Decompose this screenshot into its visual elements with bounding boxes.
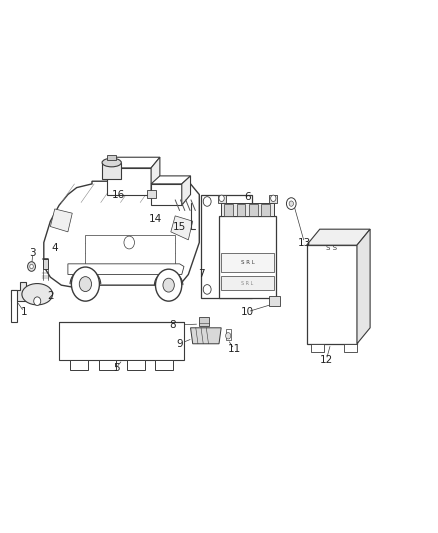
Text: 11: 11 [228, 344, 241, 354]
Text: 10: 10 [241, 307, 254, 317]
Circle shape [79, 277, 92, 292]
Polygon shape [182, 176, 191, 205]
Text: 15: 15 [173, 222, 186, 231]
Text: 16: 16 [112, 190, 125, 199]
Polygon shape [107, 168, 151, 195]
Text: 4: 4 [51, 243, 58, 253]
Bar [269, 296, 280, 306]
Polygon shape [102, 163, 121, 179]
Circle shape [203, 285, 211, 294]
Text: 13: 13 [298, 238, 311, 247]
Text: 2: 2 [47, 291, 54, 301]
Polygon shape [269, 195, 277, 203]
Bar [147, 190, 156, 198]
Polygon shape [191, 328, 221, 344]
Bar [307, 245, 357, 344]
Polygon shape [50, 209, 72, 232]
Polygon shape [151, 184, 182, 205]
Text: 3: 3 [29, 248, 36, 258]
Text: 7: 7 [198, 270, 205, 279]
Bar [99, 360, 116, 370]
Text: 5: 5 [113, 363, 120, 373]
Text: 8: 8 [170, 320, 177, 330]
Text: S R L: S R L [240, 260, 254, 265]
Text: 1: 1 [21, 307, 28, 317]
Bar [199, 317, 209, 326]
Text: S R L: S R L [241, 280, 254, 286]
Bar [43, 259, 48, 269]
Bar [70, 360, 88, 370]
Polygon shape [344, 344, 357, 352]
Circle shape [163, 278, 174, 292]
Polygon shape [307, 229, 370, 245]
Bar [237, 204, 245, 216]
Polygon shape [218, 195, 226, 203]
Polygon shape [11, 282, 26, 301]
Polygon shape [171, 216, 193, 240]
Circle shape [34, 297, 41, 305]
Bar [261, 204, 270, 216]
Bar [221, 253, 274, 272]
Bar [221, 203, 274, 216]
Bar [201, 195, 252, 298]
Circle shape [219, 195, 224, 201]
Circle shape [28, 262, 35, 271]
Polygon shape [107, 157, 160, 168]
Polygon shape [226, 329, 231, 340]
Polygon shape [68, 264, 184, 274]
Bar [249, 204, 258, 216]
Bar [59, 322, 184, 360]
Circle shape [271, 195, 276, 201]
Circle shape [203, 197, 211, 206]
Polygon shape [311, 344, 324, 352]
Polygon shape [44, 181, 199, 288]
Text: 6: 6 [244, 192, 251, 202]
Circle shape [226, 333, 231, 339]
Circle shape [286, 198, 296, 209]
Polygon shape [151, 176, 191, 184]
Polygon shape [151, 157, 160, 195]
Text: 14: 14 [149, 214, 162, 223]
Ellipse shape [22, 284, 53, 305]
Bar [85, 235, 175, 264]
Bar [219, 216, 276, 298]
Bar [221, 276, 274, 290]
Text: 12: 12 [320, 355, 333, 365]
Circle shape [71, 267, 99, 301]
Bar [127, 360, 145, 370]
Bar [107, 155, 116, 160]
Polygon shape [11, 290, 17, 322]
Circle shape [30, 264, 33, 269]
Bar [224, 204, 233, 216]
Text: 9: 9 [176, 339, 183, 349]
Text: S S: S S [326, 245, 337, 251]
Bar [155, 360, 173, 370]
Ellipse shape [102, 158, 121, 167]
Circle shape [289, 201, 293, 206]
Circle shape [155, 269, 182, 301]
Polygon shape [357, 229, 370, 344]
Circle shape [124, 236, 134, 249]
